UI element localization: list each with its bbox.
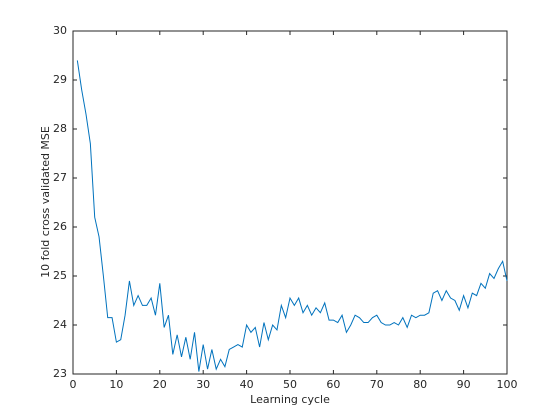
x-tick-label: 10 [109, 378, 123, 391]
x-tick-label: 40 [240, 378, 254, 391]
y-tick-label: 26 [53, 220, 67, 233]
y-tick-label: 30 [53, 24, 67, 37]
axes-box [72, 30, 508, 375]
x-axis-label: Learning cycle [250, 393, 330, 406]
x-tick-label: 50 [283, 378, 297, 391]
y-tick-label: 25 [53, 269, 67, 282]
x-tick-label: 0 [70, 378, 77, 391]
x-tick-label: 70 [370, 378, 384, 391]
x-tick-label: 30 [196, 378, 210, 391]
x-tick-label: 100 [497, 378, 518, 391]
x-tick-label: 20 [153, 378, 167, 391]
y-tick-label: 23 [53, 367, 67, 380]
x-tick-label: 60 [326, 378, 340, 391]
x-tick-label: 90 [457, 378, 471, 391]
y-tick-label: 27 [53, 171, 67, 184]
y-tick-label: 28 [53, 122, 67, 135]
y-tick-label: 29 [53, 73, 67, 86]
data-line [76, 60, 508, 372]
y-axis-label: 10 fold cross validated MSE [39, 126, 52, 278]
x-tick-label: 80 [413, 378, 427, 391]
y-tick-label: 24 [53, 318, 67, 331]
